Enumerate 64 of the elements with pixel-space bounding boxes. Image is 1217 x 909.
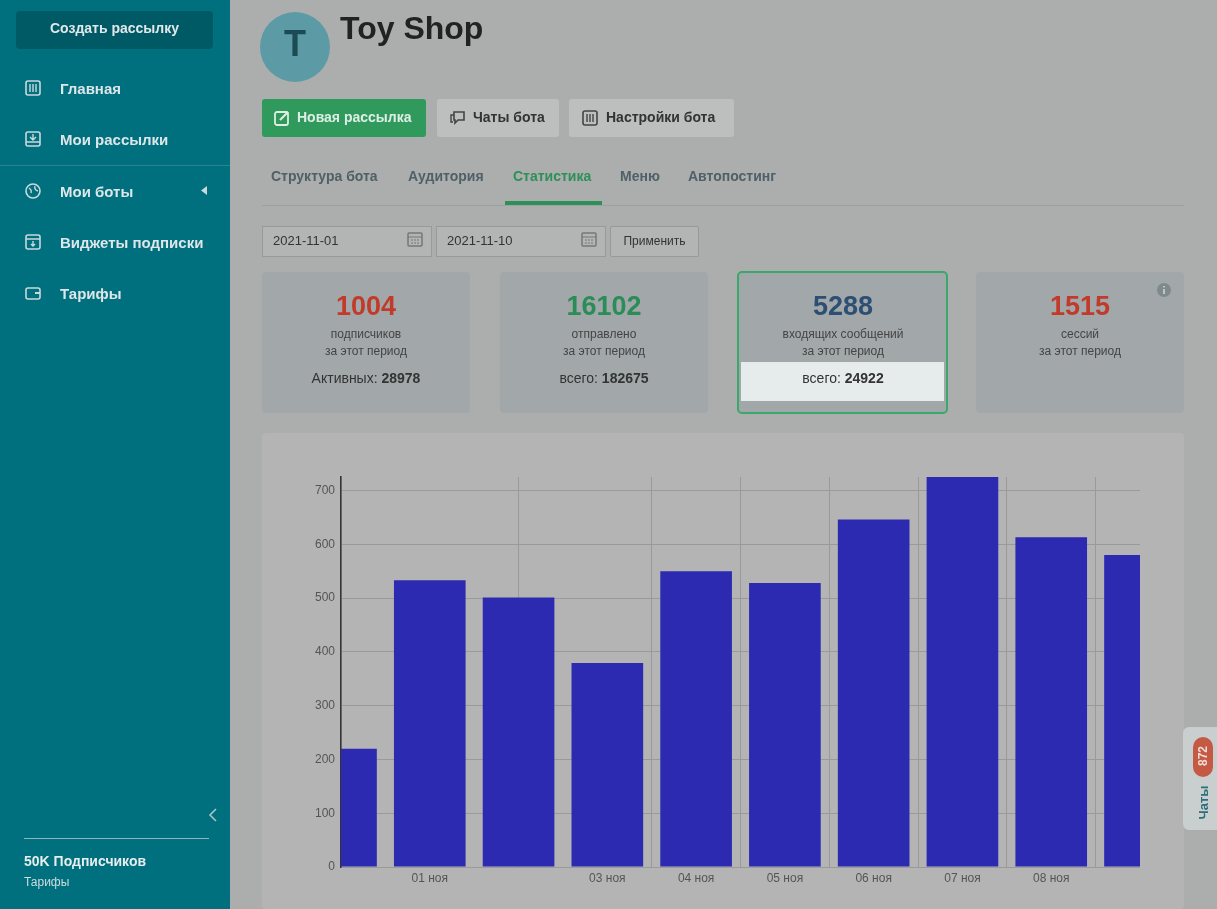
text: T: [283, 23, 307, 65]
x-tick-label: 07 ноя: [944, 870, 981, 885]
x-tick-label: 03 ноя: [589, 870, 626, 885]
bar: [837, 519, 910, 867]
text: 2021-11-01: [273, 233, 339, 248]
x-tick-label: 01 ноя: [411, 870, 449, 885]
y-tick-label: 100: [314, 805, 336, 820]
text: Настройки бота: [606, 109, 716, 125]
text: подписчиков: [329, 327, 403, 341]
text: Мои боты: [60, 183, 134, 200]
x-tick-label: 06 ноя: [855, 870, 892, 885]
y-tick-label: 0: [328, 859, 336, 874]
text: Чаты бота: [473, 109, 545, 125]
text: всего:: [802, 370, 842, 386]
text: 182675: [601, 370, 649, 386]
text: 28978: [381, 370, 421, 386]
x-tick-label: 08 ноя: [1032, 870, 1070, 885]
text: за этот период: [1038, 344, 1122, 358]
bar: [393, 580, 466, 867]
text: 1004: [334, 291, 398, 322]
text: Новая рассылка: [297, 109, 412, 125]
bar: [571, 663, 644, 867]
text: всего:: [559, 370, 599, 386]
text: Активных:: [311, 370, 379, 386]
text: Автопостинг: [688, 168, 777, 184]
y-tick-label: 600: [314, 536, 336, 551]
bar: [1015, 537, 1088, 867]
text: Аудитория: [408, 168, 484, 184]
text: Создать рассылку: [49, 20, 180, 36]
text: 16102: [565, 291, 643, 322]
bar: [660, 571, 732, 867]
bar: [482, 597, 555, 867]
text: 50K Подписчиков: [24, 853, 147, 869]
bar: [749, 582, 821, 867]
text: входящих сообщений: [781, 327, 905, 341]
text: 1515: [1048, 291, 1112, 322]
text: за этот период: [562, 344, 646, 358]
text: 5288: [811, 291, 875, 322]
text: 872: [1196, 736, 1210, 776]
text: сессий: [1059, 327, 1101, 341]
bar: [926, 477, 999, 867]
text: Применить: [622, 234, 687, 248]
y-tick-label: 300: [314, 697, 336, 712]
text: Структура бота: [271, 168, 378, 184]
text: Тарифы: [60, 285, 122, 302]
text: за этот период: [801, 344, 885, 358]
text: Мои рассылки: [60, 131, 169, 148]
text: 2021-11-10: [447, 233, 513, 248]
text: отправлено: [570, 327, 638, 341]
text: 24922: [844, 370, 884, 386]
y-tick-label: 400: [314, 644, 336, 659]
text: Виджеты подписки: [60, 234, 204, 251]
y-tick-label: 500: [314, 590, 336, 605]
text: Статистика: [513, 168, 592, 184]
chart-title: Toy Shop: [340, 10, 484, 47]
text: за этот период: [324, 344, 408, 358]
text: Чаты: [1195, 784, 1211, 822]
y-tick-label: 200: [314, 751, 336, 766]
text: Главная: [60, 80, 122, 97]
y-tick-label: 700: [314, 482, 336, 497]
text: Меню: [620, 168, 660, 184]
x-tick-label: 04 ноя: [677, 870, 715, 885]
x-tick-label: 05 ноя: [766, 870, 804, 885]
text: Тарифы: [24, 875, 70, 889]
